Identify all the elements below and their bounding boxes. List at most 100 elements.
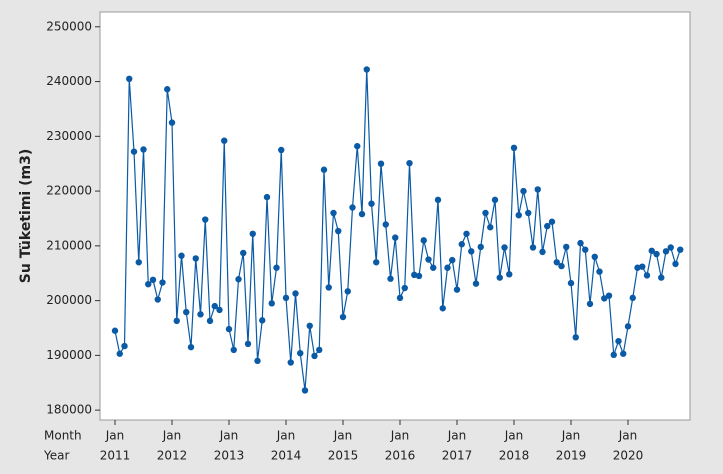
data-point	[273, 264, 280, 271]
data-point	[401, 284, 408, 292]
data-point	[126, 75, 133, 83]
data-point	[677, 246, 684, 253]
data-point	[610, 351, 617, 359]
data-point	[363, 66, 370, 73]
data-point	[135, 259, 142, 266]
data-point	[672, 260, 679, 268]
data-point	[396, 294, 404, 302]
data-point	[145, 280, 152, 288]
data-point	[187, 343, 195, 351]
data-point	[444, 264, 451, 271]
data-point	[225, 325, 233, 333]
x-row-title: Year	[43, 449, 69, 463]
data-point	[354, 142, 361, 150]
data-point	[377, 160, 385, 167]
data-point	[658, 274, 665, 281]
data-point	[491, 196, 499, 204]
data-point	[111, 327, 119, 334]
data-point	[620, 350, 627, 357]
data-point	[567, 279, 575, 287]
data-point	[316, 346, 323, 354]
y-tick-label: 210000	[46, 238, 92, 252]
data-point	[482, 209, 489, 217]
data-point	[406, 159, 413, 167]
data-point	[154, 296, 161, 303]
data-point	[496, 274, 503, 281]
data-point	[164, 86, 171, 93]
y-tick-label: 230000	[46, 129, 92, 143]
data-point	[506, 271, 513, 278]
data-point	[192, 255, 199, 262]
data-point	[577, 239, 584, 247]
data-point	[121, 342, 128, 350]
x-year-label: 2017	[442, 449, 473, 463]
data-point	[339, 313, 347, 321]
data-point	[553, 259, 560, 266]
data-point	[548, 218, 556, 225]
x-year-label: 2012	[157, 449, 188, 463]
data-point	[453, 286, 461, 293]
data-point	[487, 224, 494, 231]
data-point	[639, 263, 646, 270]
data-point	[278, 146, 285, 154]
data-point	[183, 308, 190, 316]
x-row-title: Month	[44, 429, 82, 443]
data-point	[254, 357, 261, 365]
x-year-label: 2013	[214, 449, 245, 463]
data-point	[320, 166, 328, 173]
data-point	[211, 302, 218, 310]
x-year-label: 2018	[499, 449, 530, 463]
x-tick-label: Jan	[105, 429, 125, 443]
data-point	[591, 253, 598, 260]
data-point	[601, 295, 608, 302]
data-point	[501, 244, 508, 251]
x-tick-label: Jan	[561, 429, 581, 443]
x-tick-label: Jan	[162, 429, 182, 443]
data-point	[325, 284, 332, 291]
y-tick-label: 240000	[46, 74, 92, 88]
x-tick-label: Jan	[504, 429, 524, 443]
data-point	[221, 137, 228, 144]
data-point	[263, 193, 271, 201]
x-year-label: 2020	[613, 449, 644, 463]
data-point	[130, 148, 138, 155]
data-point	[311, 352, 318, 360]
data-point	[306, 322, 313, 330]
data-point	[539, 248, 546, 256]
data-point	[344, 288, 351, 295]
data-point	[648, 247, 655, 254]
data-point	[605, 292, 613, 299]
data-point	[149, 276, 157, 284]
x-year-label: 2014	[271, 449, 302, 463]
data-point	[596, 268, 603, 275]
data-point	[259, 317, 266, 324]
data-point	[529, 244, 537, 251]
data-point	[449, 256, 456, 264]
data-point	[230, 346, 237, 354]
x-tick-label: Jan	[219, 429, 239, 443]
plot-area	[99, 11, 691, 421]
x-year-label: 2015	[328, 449, 359, 463]
data-point	[629, 294, 636, 302]
data-point	[301, 387, 309, 394]
data-point	[349, 204, 356, 211]
data-point	[653, 250, 660, 258]
data-point	[173, 317, 180, 325]
data-point	[544, 222, 551, 230]
data-point	[358, 210, 366, 218]
data-point	[477, 243, 484, 251]
data-point	[235, 276, 242, 283]
data-point	[178, 252, 185, 259]
data-point	[197, 311, 204, 318]
x-year-label: 2019	[556, 449, 587, 463]
y-tick-label: 200000	[46, 293, 92, 307]
x-tick-label: Jan	[276, 429, 296, 443]
x-tick-label: Jan	[333, 429, 353, 443]
data-point	[586, 300, 594, 308]
data-point	[468, 248, 475, 255]
series-line	[114, 69, 681, 391]
data-point	[439, 305, 446, 312]
data-point	[667, 244, 674, 251]
data-point	[463, 230, 470, 237]
data-point	[168, 119, 176, 126]
